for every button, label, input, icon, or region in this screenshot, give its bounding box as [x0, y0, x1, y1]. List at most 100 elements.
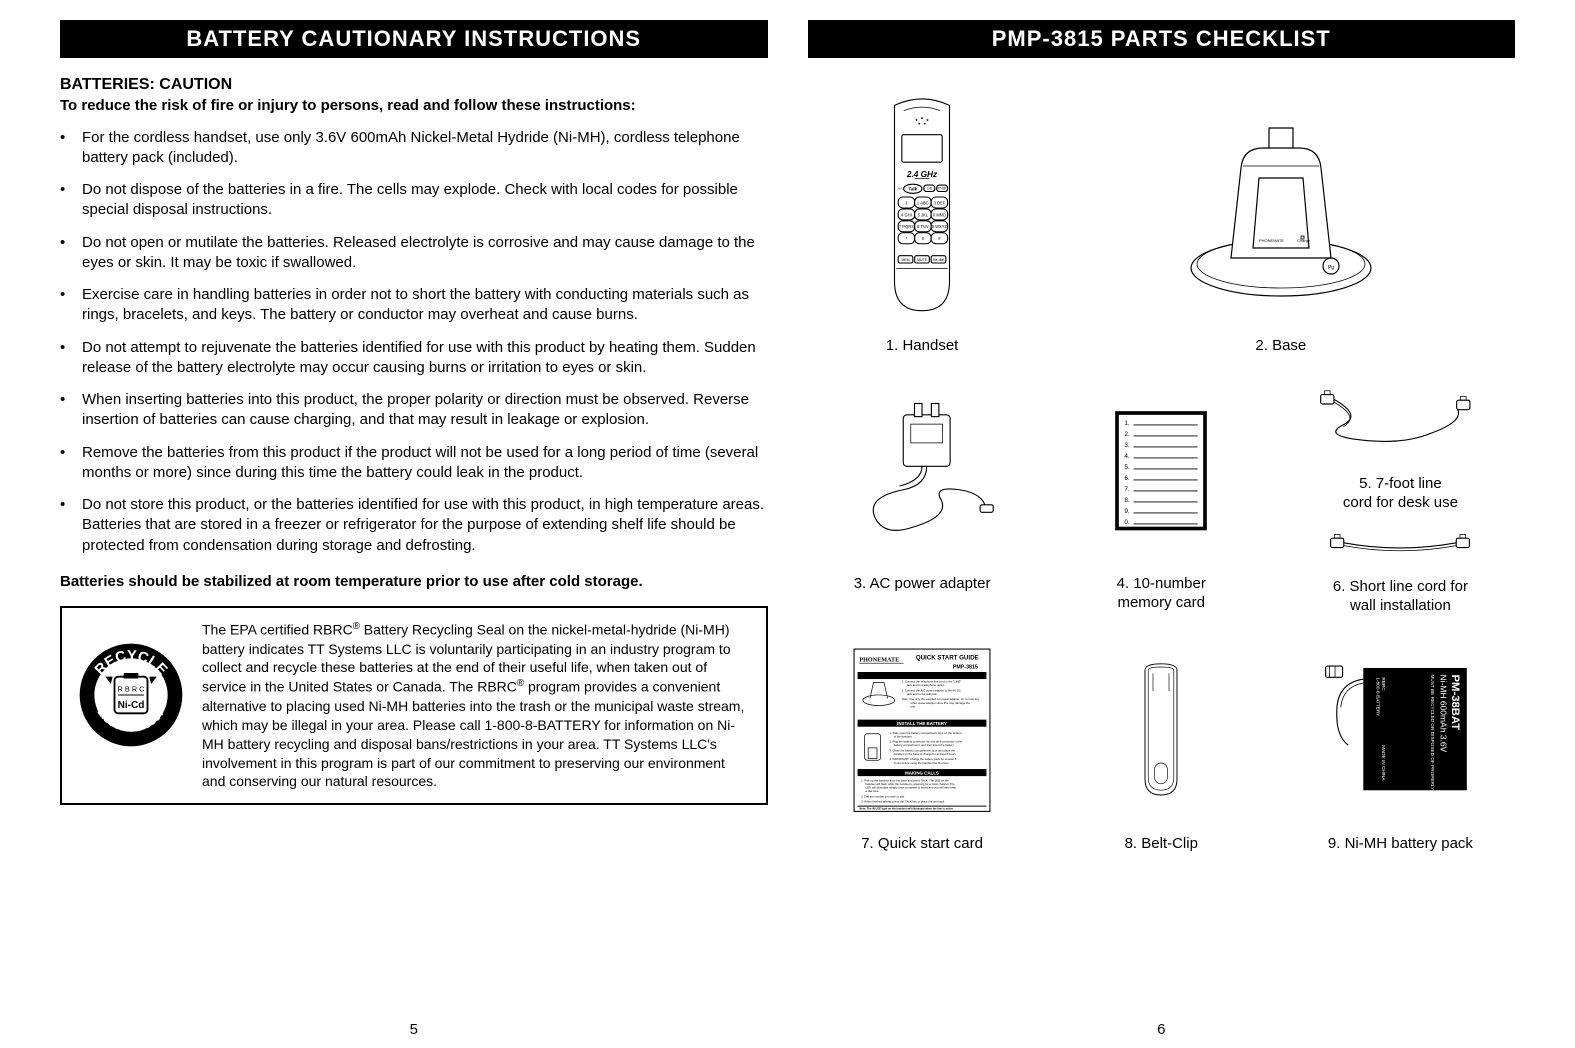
- svg-text:1.: 1.: [1125, 420, 1131, 427]
- svg-text:2.4 GHz: 2.4 GHz: [906, 170, 938, 179]
- bullet-item: •Do not store this product, or the batte…: [60, 495, 768, 556]
- svg-text:Ph BK: Ph BK: [938, 187, 948, 191]
- svg-text:handset on the base to charge: handset on the base to charge for at lea…: [894, 752, 957, 756]
- battery-illustration: PM-38BAT Ni-MH 600mAh 3.6V MUST BE RECYC…: [1296, 636, 1505, 826]
- left-page-number: 5: [60, 1005, 768, 1038]
- part-handset: 2.4 GHz In Use Low Bat Talk CID Ph BK 12…: [818, 88, 1027, 356]
- svg-text:other power adapter since this: other power adapter since this may damag…: [911, 701, 971, 705]
- svg-text:Ni-Cd: Ni-Cd: [118, 700, 145, 711]
- svg-text:INSTALL THE BATTERY: INSTALL THE BATTERY: [897, 721, 947, 726]
- part-memory-card: 1. 2. 3. 4. 5. 6. 7. 8. 9. 0. 4. 10-number memory…: [1057, 376, 1266, 616]
- part-label: 9. Ni-MH battery pack: [1328, 834, 1473, 854]
- recycle-seal-icon: RECYCLE 1.800.822.8837 R B R C Ni-Cd: [76, 640, 186, 750]
- bullet-item: •Remove the batteries from this product …: [60, 443, 768, 484]
- svg-text:a dial tone.: a dial tone.: [866, 789, 880, 793]
- svg-text:2 ABC: 2 ABC: [917, 200, 929, 205]
- part-label: 7. Quick start card: [861, 834, 983, 854]
- svg-text:5.: 5.: [1125, 464, 1131, 471]
- short-cord-illustration: [1296, 519, 1505, 569]
- left-page: BATTERY CAUTIONARY INSTRUCTIONS BATTERIE…: [40, 20, 788, 1038]
- svg-text:3.: 3.: [1125, 442, 1131, 449]
- svg-text:2.: 2.: [1125, 431, 1131, 438]
- svg-text:of the handset.: of the handset.: [894, 735, 913, 739]
- svg-text:MUST BE RECYCLED OR DISPOSED O: MUST BE RECYCLED OR DISPOSED OF PROPERLY: [1430, 674, 1435, 791]
- svg-text:Talk: Talk: [908, 187, 917, 192]
- beltclip-illustration: [1057, 636, 1266, 826]
- svg-text:PHONEMATE: PHONEMATE: [859, 658, 899, 664]
- svg-text:RBRC: RBRC: [1382, 677, 1387, 691]
- bullet-item: •Do not dispose of the batteries in a fi…: [60, 180, 768, 221]
- svg-text:MUTE: MUTE: [917, 258, 928, 262]
- svg-text:8 TUV: 8 TUV: [917, 224, 929, 229]
- memory-card-illustration: 1. 2. 3. 4. 5. 6. 7. 8. 9. 0.: [1057, 376, 1266, 566]
- left-header: BATTERY CAUTIONARY INSTRUCTIONS: [60, 20, 768, 58]
- svg-text:hours before using the handset: hours before using the handset the first…: [894, 761, 950, 765]
- svg-text:Ni-MH 600mAh 3.6V: Ni-MH 600mAh 3.6V: [1439, 674, 1449, 752]
- caution-subtitle: To reduce the risk of fire or injury to …: [60, 96, 768, 116]
- svg-text:3 DEF: 3 DEF: [934, 200, 946, 205]
- part-base: Pg PHONEMATE Charge 2. Base: [1057, 88, 1505, 356]
- svg-text:1-800-8-BATTERY: 1-800-8-BATTERY: [1376, 677, 1381, 717]
- parts-grid: 2.4 GHz In Use Low Bat Talk CID Ph BK 12…: [808, 76, 1516, 853]
- svg-text:5 JKL: 5 JKL: [918, 212, 929, 217]
- part-label: 6. Short line cord for wall installation: [1333, 577, 1468, 616]
- svg-text:PHONEMATE: PHONEMATE: [1259, 238, 1284, 243]
- bullet-item: •Exercise care in handling batteries in …: [60, 285, 768, 326]
- part-label: 5. 7-foot line cord for desk use: [1343, 474, 1458, 513]
- right-header: PMP-3815 PARTS CHECKLIST: [808, 20, 1516, 58]
- right-page-number: 6: [808, 1005, 1516, 1038]
- svg-text:7.: 7.: [1125, 486, 1131, 493]
- bullet-item: •Do not open or mutilate the batteries. …: [60, 233, 768, 274]
- svg-text:PMP-3815: PMP-3815: [953, 665, 978, 671]
- handset-illustration: 2.4 GHz In Use Low Bat Talk CID Ph BK 12…: [818, 88, 1027, 328]
- bullet-item: •When inserting batteries into this prod…: [60, 390, 768, 431]
- svg-text:9.: 9.: [1125, 508, 1131, 515]
- long-cord-illustration: [1296, 376, 1505, 466]
- svg-text:jack and to the wall jack.: jack and to the wall jack.: [906, 692, 938, 696]
- part-battery: PM-38BAT Ni-MH 600mAh 3.6V MUST BE RECYC…: [1296, 636, 1505, 854]
- part-label: 3. AC power adapter: [854, 574, 991, 594]
- part-quickstart: PHONEMATE QUICK START GUIDE PMP-3815 1. …: [818, 636, 1027, 854]
- part-line-cords: 5. 7-foot line cord for desk use 6. Shor…: [1296, 376, 1505, 616]
- ac-adapter-illustration: [818, 376, 1027, 566]
- svg-text:Re-dial: Re-dial: [933, 258, 944, 262]
- svg-text:Note: The IN USE light on the: Note: The IN USE light on the handset wi…: [859, 807, 954, 811]
- part-label: 8. Belt-Clip: [1125, 834, 1198, 854]
- part-label: 1. Handset: [886, 336, 959, 356]
- svg-text:8.: 8.: [1125, 497, 1131, 504]
- caution-title: BATTERIES: CAUTION: [60, 76, 768, 94]
- svg-text:MAKING CALLS: MAKING CALLS: [905, 771, 939, 776]
- svg-text:unit.: unit.: [911, 705, 917, 709]
- right-page: PMP-3815 PARTS CHECKLIST 2.4 GHz In Use …: [788, 20, 1536, 1038]
- quickstart-illustration: PHONEMATE QUICK START GUIDE PMP-3815 1. …: [818, 636, 1027, 826]
- base-illustration: Pg PHONEMATE Charge: [1057, 88, 1505, 328]
- svg-text:battery compartment, and then: battery compartment, and then insert the…: [894, 743, 955, 747]
- svg-text:6.: 6.: [1125, 475, 1131, 482]
- part-label: 2. Base: [1255, 336, 1306, 356]
- svg-text:6 MNO: 6 MNO: [933, 212, 946, 217]
- svg-text:PM-38BAT: PM-38BAT: [1449, 674, 1461, 730]
- bullet-item: •Do not attempt to rejuvenate the batter…: [60, 338, 768, 379]
- svg-text:Pg: Pg: [1328, 265, 1334, 271]
- svg-text:CID: CID: [927, 187, 933, 191]
- svg-text:9 WXYZ: 9 WXYZ: [932, 224, 948, 229]
- svg-text:MADE IN CHINA: MADE IN CHINA: [1382, 745, 1387, 781]
- svg-text:7 PQRS: 7 PQRS: [899, 224, 914, 229]
- svg-text:2. Dial the number you wish t: 2. Dial the number you wish to dial.: [861, 795, 905, 799]
- svg-text:QUICK START GUIDE: QUICK START GUIDE: [916, 655, 979, 662]
- bold-note: Batteries should be stabilized at room t…: [60, 572, 768, 592]
- recycle-text: The EPA certified RBRC® Battery Recyclin…: [202, 620, 752, 791]
- part-beltclip: 8. Belt-Clip: [1057, 636, 1266, 854]
- svg-text:3. When finished talking, pre: 3. When finished talking, press the TALK…: [861, 800, 945, 804]
- svg-text:4 GHI: 4 GHI: [901, 212, 912, 217]
- caution-bullet-list: •For the cordless handset, use only 3.6V…: [60, 128, 768, 568]
- svg-text:0.: 0.: [1125, 519, 1131, 526]
- part-ac-adapter: 3. AC power adapter: [818, 376, 1027, 616]
- recycle-box: RECYCLE 1.800.822.8837 R B R C Ni-Cd The…: [60, 606, 768, 805]
- part-label: 4. 10-number memory card: [1117, 574, 1206, 613]
- bullet-item: •For the cordless handset, use only 3.6V…: [60, 128, 768, 169]
- svg-text:R B R C: R B R C: [118, 684, 146, 693]
- svg-text:4.: 4.: [1125, 453, 1131, 460]
- svg-text:jack and to a telephone outlet: jack and to a telephone outlet.: [906, 683, 945, 687]
- svg-text:MEM: MEM: [902, 258, 910, 262]
